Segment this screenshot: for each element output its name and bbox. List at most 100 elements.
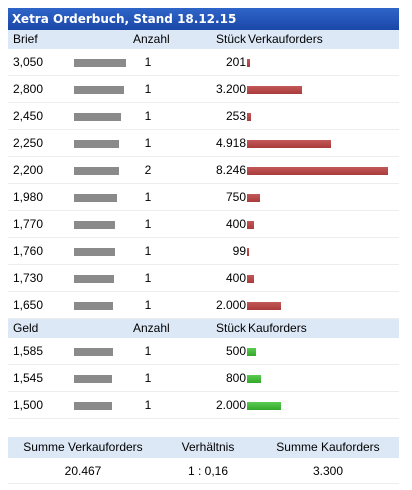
sell-price-bar <box>74 140 119 148</box>
buy-order-anzahl: 1 <box>144 371 152 385</box>
buy-order-price: 1,545 <box>13 371 44 385</box>
buy-volume-bar <box>247 375 261 383</box>
buy-volume-bar <box>247 348 256 356</box>
sell-price-bar <box>74 59 126 67</box>
sell-order-row: 1,980 1 750 <box>8 184 399 211</box>
sell-order-anzahl: 1 <box>144 244 152 258</box>
sell-order-price: 1,650 <box>13 298 44 312</box>
sell-orders-list: 3,050 1 201 2,800 1 3.200 2,450 1 253 2,250 1 4.918… <box>8 49 399 319</box>
sell-price-header: Brief <box>13 32 38 46</box>
sell-volume-bar <box>247 86 302 94</box>
summary-ratio-value: 1 : 0,16 <box>187 464 229 478</box>
sell-order-price: 1,770 <box>13 217 44 231</box>
sell-order-anzahl: 1 <box>144 217 152 231</box>
buy-orders-list: 1,585 1 500 1,545 1 800 1,500 1 2.000 <box>8 338 399 419</box>
summary-buy-total-header: Summe Kauforders <box>276 440 380 454</box>
sell-order-anzahl: 1 <box>144 190 152 204</box>
sell-volume-bar <box>247 167 388 175</box>
buy-order-stueck: 500 <box>225 344 246 358</box>
buy-orders-header: Kauforders <box>248 321 307 335</box>
sell-order-stueck: 253 <box>225 109 246 123</box>
sell-order-stueck: 2.000 <box>215 298 246 312</box>
sell-order-anzahl: 1 <box>144 109 152 123</box>
sell-order-stueck: 400 <box>225 217 246 231</box>
sell-price-bar <box>74 86 124 94</box>
buy-stueck-header: Stück <box>215 321 246 335</box>
buy-order-row: 1,585 1 500 <box>8 338 399 365</box>
buy-order-stueck: 800 <box>225 371 246 385</box>
sell-price-bar <box>74 113 121 121</box>
buy-order-stueck: 2.000 <box>215 398 246 412</box>
sell-stueck-header: Stück <box>215 32 246 46</box>
sell-price-bar <box>74 248 115 256</box>
sell-order-price: 1,980 <box>13 190 44 204</box>
sell-order-row: 2,250 1 4.918 <box>8 130 399 157</box>
sell-order-anzahl: 1 <box>144 298 152 312</box>
sell-price-bar <box>74 221 115 229</box>
sell-order-price: 2,250 <box>13 136 44 150</box>
sell-order-row: 1,760 1 99 <box>8 238 399 265</box>
sell-order-stueck: 3.200 <box>215 82 246 96</box>
sell-order-price: 1,730 <box>13 271 44 285</box>
buy-price-header: Geld <box>13 321 39 335</box>
buy-order-anzahl: 1 <box>144 344 152 358</box>
buy-order-price: 1,585 <box>13 344 44 358</box>
sell-orders-header: Verkauforders <box>248 32 323 46</box>
buy-price-bar <box>74 402 112 410</box>
sell-order-price: 1,760 <box>13 244 44 258</box>
sell-volume-bar <box>247 59 250 67</box>
sell-order-row: 1,770 1 400 <box>8 211 399 238</box>
sell-order-stueck: 99 <box>232 244 246 258</box>
sell-order-anzahl: 1 <box>144 82 152 96</box>
summary-header-row: Summe Verkauforders Verhältnis Summe Kau… <box>8 437 399 458</box>
sell-order-stueck: 201 <box>225 55 246 69</box>
summary-sell-total-header: Summe Verkauforders <box>23 440 143 454</box>
summary-sell-total-value: 20.467 <box>64 464 102 478</box>
sell-volume-bar <box>247 275 254 283</box>
buy-order-anzahl: 1 <box>144 398 152 412</box>
buy-anzahl-header: Anzahl <box>133 321 170 335</box>
orderbook-widget: Xetra Orderbuch, Stand 18.12.15 Brief An… <box>8 8 399 484</box>
sell-order-anzahl: 1 <box>144 55 152 69</box>
summary-ratio-header: Verhältnis <box>181 440 235 454</box>
sell-order-price: 2,200 <box>13 163 44 177</box>
buy-volume-bar <box>247 402 281 410</box>
sell-price-bar <box>74 275 114 283</box>
sell-volume-bar <box>247 194 260 202</box>
buy-order-price: 1,500 <box>13 398 44 412</box>
sell-volume-bar <box>247 113 251 121</box>
buy-price-bar <box>74 375 112 383</box>
sell-order-row: 2,200 2 8.246 <box>8 157 399 184</box>
orderbook-title: Xetra Orderbuch, Stand 18.12.15 <box>8 8 399 30</box>
sell-volume-bar <box>247 221 254 229</box>
summary-buy-total-value: 3.300 <box>312 464 344 478</box>
sell-volume-bar <box>247 140 331 148</box>
sell-order-row: 2,800 1 3.200 <box>8 76 399 103</box>
buy-header-row: Geld Anzahl Stück Kauforders <box>8 319 399 338</box>
sell-price-bar <box>74 194 117 202</box>
sell-order-price: 2,450 <box>13 109 44 123</box>
sell-order-anzahl: 2 <box>144 163 152 177</box>
sell-volume-bar <box>247 248 249 256</box>
sell-order-price: 3,050 <box>13 55 44 69</box>
summary-values-row: 20.467 1 : 0,16 3.300 <box>8 458 399 484</box>
sell-order-anzahl: 1 <box>144 271 152 285</box>
buy-order-row: 1,500 1 2.000 <box>8 392 399 419</box>
sell-order-stueck: 8.246 <box>215 163 246 177</box>
sell-price-bar <box>74 302 113 310</box>
sell-order-row: 1,650 1 2.000 <box>8 292 399 319</box>
sell-anzahl-header: Anzahl <box>133 32 170 46</box>
sell-volume-bar <box>247 302 281 310</box>
buy-order-row: 1,545 1 800 <box>8 365 399 392</box>
sell-order-stueck: 4.918 <box>215 136 246 150</box>
sell-order-stueck: 750 <box>225 190 246 204</box>
sell-price-bar <box>74 167 119 175</box>
sell-order-stueck: 400 <box>225 271 246 285</box>
sell-order-row: 1,730 1 400 <box>8 265 399 292</box>
sell-order-row: 3,050 1 201 <box>8 49 399 76</box>
sell-header-row: Brief Anzahl Stück Verkauforders <box>8 30 399 49</box>
sell-order-row: 2,450 1 253 <box>8 103 399 130</box>
buy-price-bar <box>74 348 113 356</box>
sell-order-price: 2,800 <box>13 82 44 96</box>
sell-order-anzahl: 1 <box>144 136 152 150</box>
